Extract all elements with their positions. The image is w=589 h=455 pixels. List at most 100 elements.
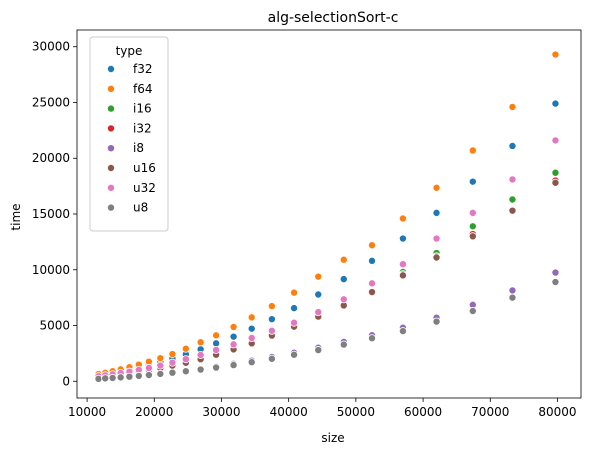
data-points	[94, 50, 560, 383]
data-point-f64	[267, 302, 276, 311]
data-point-u32	[229, 340, 238, 349]
data-point-u32	[181, 355, 190, 364]
data-point-f32	[229, 332, 238, 341]
data-point-f32	[551, 99, 560, 108]
legend-label-i32: i32	[133, 121, 152, 135]
legend-label-u32: u32	[133, 181, 156, 195]
data-point-u32	[290, 318, 299, 327]
data-point-u8	[468, 307, 477, 316]
data-point-u32	[168, 358, 177, 367]
data-point-u8	[339, 340, 348, 349]
data-point-u32	[267, 326, 276, 335]
data-point-f64	[508, 102, 517, 111]
data-point-f64	[468, 146, 477, 155]
y-tick-label: 20000	[32, 151, 70, 165]
data-point-f32	[398, 234, 407, 243]
y-tick-label: 0	[62, 374, 70, 388]
legend-label-u16: u16	[133, 161, 156, 175]
legend-marker-u8	[107, 203, 116, 212]
data-point-u8	[508, 293, 517, 302]
data-point-f64	[368, 241, 377, 250]
x-tick-label: 70000	[471, 405, 509, 419]
data-point-f32	[267, 315, 276, 324]
data-point-i16	[551, 168, 560, 177]
data-point-f32	[212, 339, 221, 348]
data-point-u8	[267, 354, 276, 363]
data-point-f32	[432, 208, 441, 217]
data-point-u16	[432, 253, 441, 262]
y-tick-label: 5000	[39, 319, 70, 333]
legend-marker-f32	[107, 65, 116, 74]
data-point-u8	[108, 373, 117, 382]
data-point-u8	[101, 374, 110, 383]
data-point-f64	[156, 354, 165, 363]
data-point-f64	[398, 214, 407, 223]
data-point-f64	[290, 288, 299, 297]
x-tick-label: 80000	[538, 405, 576, 419]
legend-frame	[89, 36, 169, 232]
x-axis-label: size	[321, 431, 344, 445]
legend-title: type	[116, 44, 143, 58]
data-point-u32	[144, 363, 153, 372]
x-tick-label: 50000	[337, 405, 375, 419]
data-point-u8	[314, 346, 323, 355]
data-point-u8	[134, 371, 143, 380]
data-point-i8	[551, 268, 560, 277]
data-point-i16	[508, 195, 517, 204]
chart-title: alg-selectionSort-c	[268, 10, 399, 26]
data-point-u8	[212, 363, 221, 372]
x-tick-label: 60000	[404, 405, 442, 419]
x-tick-label: 10000	[68, 405, 106, 419]
data-point-u32	[156, 361, 165, 370]
y-tick-label: 25000	[32, 95, 70, 109]
data-point-u8	[144, 371, 153, 380]
legend-label-f32: f32	[133, 62, 153, 76]
data-point-u32	[368, 279, 377, 288]
data-point-u32	[508, 175, 517, 184]
data-point-f64	[432, 183, 441, 192]
data-point-f32	[468, 177, 477, 186]
data-point-u8	[368, 334, 377, 343]
data-point-u32	[339, 295, 348, 304]
data-point-u8	[196, 365, 205, 374]
data-point-u32	[314, 308, 323, 317]
data-point-f32	[290, 304, 299, 313]
legend-marker-u16	[107, 163, 116, 172]
data-point-u8	[156, 369, 165, 378]
data-point-u8	[125, 372, 134, 381]
data-point-u8	[398, 327, 407, 336]
data-point-f32	[368, 256, 377, 265]
data-point-f64	[229, 322, 238, 331]
data-point-f64	[181, 344, 190, 353]
data-point-u8	[168, 368, 177, 377]
data-point-f32	[339, 275, 348, 284]
data-point-u32	[432, 234, 441, 243]
x-tick-label: 30000	[202, 405, 240, 419]
data-point-u32	[468, 208, 477, 217]
data-point-f64	[212, 331, 221, 340]
data-point-u32	[196, 350, 205, 359]
data-point-u32	[247, 333, 256, 342]
x-tick-label: 20000	[135, 405, 173, 419]
legend-label-i16: i16	[133, 102, 152, 116]
data-point-u8	[181, 367, 190, 376]
data-point-u8	[551, 278, 560, 287]
legend-marker-i16	[107, 104, 116, 113]
y-tick-label: 30000	[32, 40, 70, 54]
x-tick-label: 40000	[270, 405, 308, 419]
data-point-f64	[247, 313, 256, 322]
data-point-u8	[247, 358, 256, 367]
legend-label-i8: i8	[133, 141, 144, 155]
data-point-u16	[551, 178, 560, 187]
y-axis-label: time	[9, 203, 23, 230]
data-point-f32	[247, 324, 256, 333]
data-point-i16	[468, 222, 477, 231]
data-point-u16	[508, 206, 517, 215]
data-point-u8	[116, 373, 125, 382]
legend: type f32 f64 i16 i32 i8 u16 u32 u8	[89, 36, 169, 232]
data-point-f32	[314, 290, 323, 299]
legend-marker-i8	[107, 144, 116, 153]
legend-label-u8: u8	[133, 201, 148, 215]
axes: 10000 20000 30000 40000 50000 60000 70000 80000…	[32, 29, 582, 419]
